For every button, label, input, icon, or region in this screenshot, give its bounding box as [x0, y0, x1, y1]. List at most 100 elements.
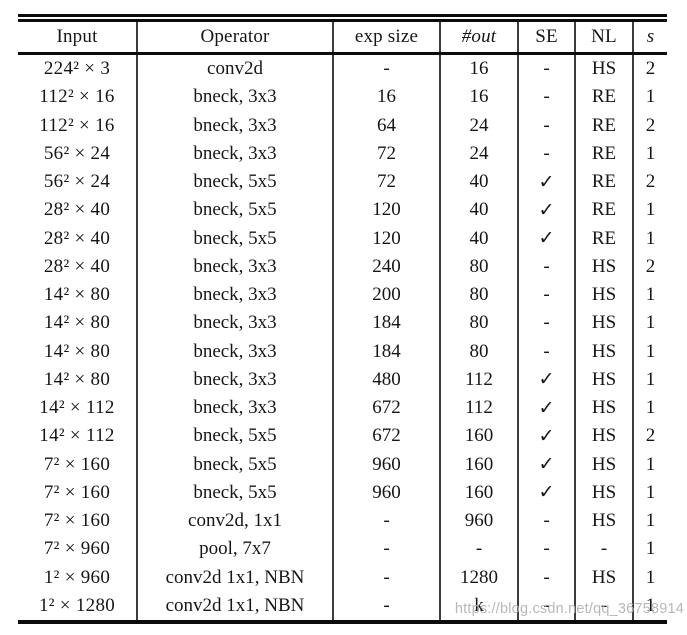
table-cell: -: [517, 591, 575, 622]
table-cell: 80: [439, 309, 518, 338]
table-cell: bneck, 3x3: [136, 337, 333, 366]
table-cell: HS: [574, 281, 633, 310]
table-row: 112² × 16 bneck, 3x3 64 24- RE 2: [18, 111, 667, 140]
table-cell: 56² × 24: [43, 142, 111, 164]
table-head: Input Operator exp size #out SE NL s: [18, 22, 667, 55]
table-row: 14² × 112 bneck, 5x5 672 160 ✓ HS 2: [18, 422, 667, 451]
table-cell: -: [517, 507, 575, 536]
checkmark-icon: ✓: [517, 478, 575, 507]
table-cell: RE: [574, 83, 633, 112]
table-cell: -: [332, 563, 440, 592]
table-cell: 120: [332, 224, 440, 253]
table-cell: 160: [439, 422, 518, 451]
table-cell: -: [517, 83, 575, 112]
table-cell: bneck, 5x5: [136, 168, 333, 197]
table-cell: 160: [439, 478, 518, 507]
table-cell: bneck, 3x3: [136, 309, 333, 338]
table-row: 7² × 160 conv2d, 1x1-960- HS 1: [18, 507, 667, 536]
table-row: 14² × 80 bneck, 3x3 184 80- HS 1: [18, 337, 667, 366]
table-cell: -: [517, 281, 575, 310]
table-cell: 2: [632, 53, 667, 84]
table-cell: -: [574, 591, 633, 622]
table-cell: 7² × 960: [43, 538, 111, 560]
table-cell: conv2d 1x1, NBN: [136, 563, 333, 592]
table-cell: 1: [632, 478, 667, 507]
table-cell: -: [517, 535, 575, 564]
table-cell: 1: [632, 281, 667, 310]
table-cell: 960: [332, 450, 440, 479]
table-cell: conv2d, 1x1: [136, 507, 333, 536]
table-cell: HS: [574, 563, 633, 592]
table-cell: 14² × 80: [43, 340, 111, 362]
table-cell: -: [517, 252, 575, 281]
table-cell: HS: [574, 252, 633, 281]
table-cell: -: [574, 535, 633, 564]
table-cell: 1: [632, 507, 667, 536]
table-cell: 80: [439, 252, 518, 281]
table-cell: HS: [574, 309, 633, 338]
table-row: 14² × 80 bneck, 3x3 480 112 ✓ HS 1: [18, 365, 667, 394]
table-cell: bneck, 3x3: [136, 252, 333, 281]
table-cell: RE: [574, 196, 633, 225]
table-cell: 1: [632, 224, 667, 253]
table-cell: bneck, 5x5: [136, 196, 333, 225]
table-cell: -: [332, 507, 440, 536]
table-row: 14² × 80 bneck, 3x3 184 80- HS 1: [18, 309, 667, 338]
top-rule-line-1: [18, 14, 667, 17]
checkmark-icon: ✓: [517, 168, 575, 197]
table-cell: 16: [439, 53, 518, 84]
table-cell: 80: [439, 281, 518, 310]
table-cell: 160: [439, 450, 518, 479]
table-cell: 2: [632, 111, 667, 140]
table-cell: 14² × 80: [43, 284, 111, 306]
table-cell: 200: [332, 281, 440, 310]
table-cell: 28² × 40: [43, 227, 111, 249]
table-cell: 14² × 112: [39, 425, 115, 447]
column-header: Input: [18, 22, 137, 55]
table-cell: 56² × 24: [43, 171, 111, 193]
table-cell: 1: [632, 450, 667, 479]
table-cell: 24: [439, 139, 518, 168]
table-row: 56² × 24 bneck, 5x5 72 40 ✓ RE 2: [18, 168, 667, 197]
column-header: SE: [517, 22, 575, 55]
table-row: 112² × 16 bneck, 3x3 16 16- RE 1: [18, 83, 667, 112]
table-row: 7² × 160 bneck, 5x5 960 160 ✓ HS 1: [18, 478, 667, 507]
checkmark-icon: ✓: [517, 196, 575, 225]
table-cell: 1² × 960: [43, 566, 111, 588]
table-cell: 1: [632, 563, 667, 592]
table-row: 14² × 80 bneck, 3x3 200 80- HS 1: [18, 281, 667, 310]
table-cell: 2: [632, 252, 667, 281]
table-cell: bneck, 3x3: [136, 83, 333, 112]
top-rule-gap: [18, 17, 667, 19]
table-cell: 672: [332, 422, 440, 451]
table-row: 1² × 1280 conv2d 1x1, NBN - k - -1: [18, 591, 667, 622]
table-cell: bneck, 3x3: [136, 111, 333, 140]
table-cell: -: [517, 53, 575, 84]
table-cell: 72: [332, 168, 440, 197]
table-cell: 16: [332, 83, 440, 112]
table-cell: 40: [439, 168, 518, 197]
table-cell: bneck, 5x5: [136, 422, 333, 451]
table-cell: bneck, 5x5: [136, 478, 333, 507]
checkmark-icon: ✓: [517, 394, 575, 423]
table-row: 28² × 40 bneck, 3x3 240 80- HS 2: [18, 252, 667, 281]
table-cell: HS: [574, 450, 633, 479]
table-cell: 14² × 80: [43, 312, 111, 334]
table-cell: 120: [332, 196, 440, 225]
table-cell: RE: [574, 111, 633, 140]
table-cell: 64: [332, 111, 440, 140]
column-header: s: [632, 22, 667, 55]
table-cell: bneck, 3x3: [136, 281, 333, 310]
checkmark-icon: ✓: [517, 365, 575, 394]
table-header-row: Input Operator exp size #out SE NL s: [18, 22, 667, 55]
table-cell: 14² × 80: [43, 368, 111, 390]
table-cell: 28² × 40: [43, 255, 111, 277]
table-row: 224² × 3 conv2d -16- HS 2: [18, 53, 667, 84]
table-cell: 112: [439, 394, 518, 423]
table-cell: 224² × 3: [43, 58, 111, 80]
table-cell: k: [439, 591, 518, 622]
column-header: #out: [439, 22, 518, 55]
table-cell: RE: [574, 168, 633, 197]
table-cell: 672: [332, 394, 440, 423]
table-cell: -: [332, 53, 440, 84]
